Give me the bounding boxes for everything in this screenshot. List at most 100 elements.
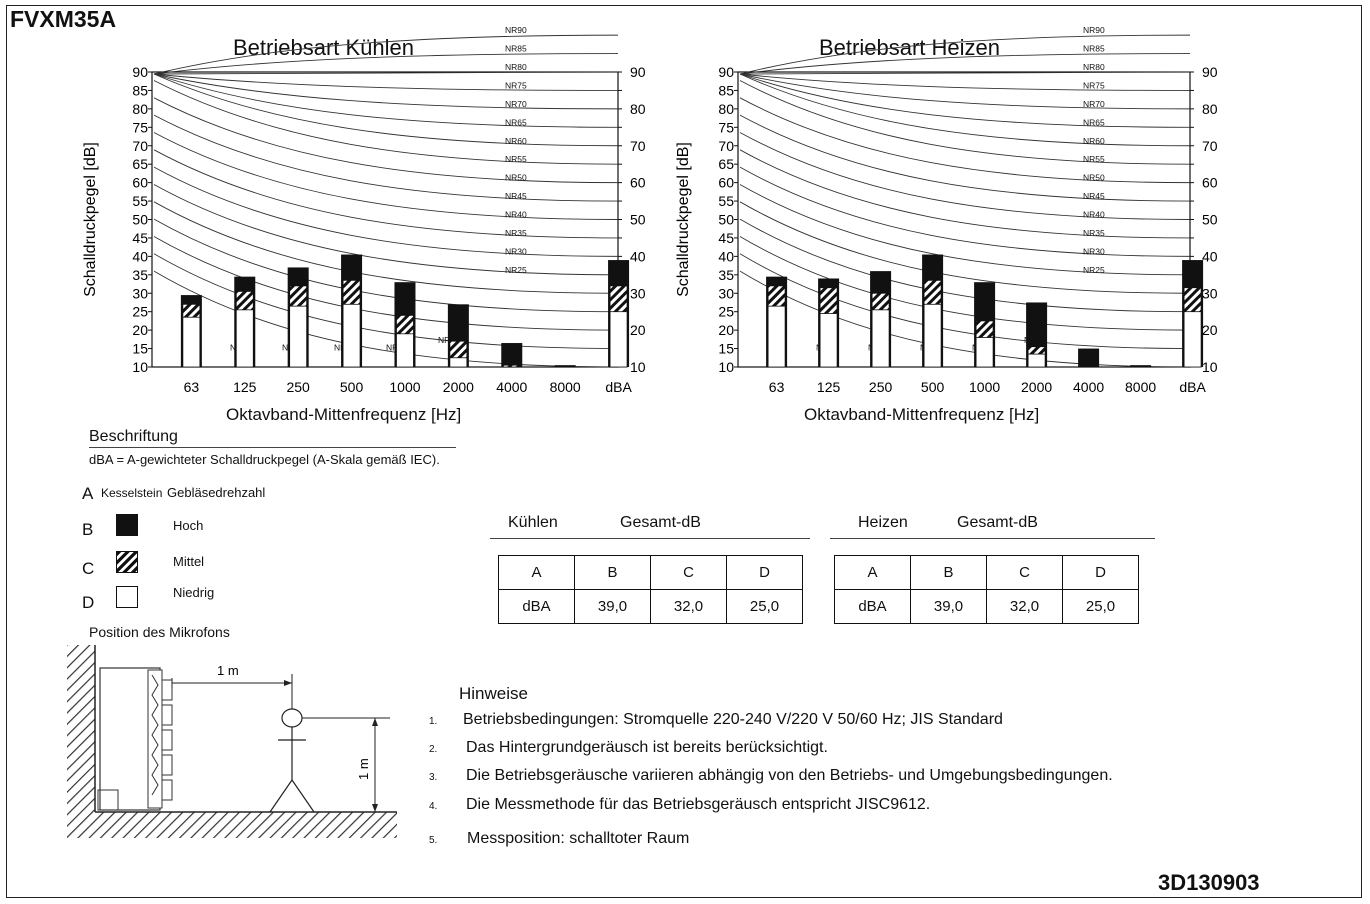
table-header-cell: A: [834, 555, 911, 590]
nr-curve-label: NR65: [505, 117, 527, 127]
legend-letter-a: A: [82, 484, 94, 503]
bar-high: [501, 343, 523, 367]
y-tick-label-right: 70: [630, 138, 646, 154]
bar-low: [1183, 311, 1202, 368]
y-tick-label: 15: [718, 341, 734, 357]
legend-a-col2: Gebläsedrehzahl: [167, 485, 266, 500]
table-heating: A B C D dBA 39,0 32,0 25,0: [834, 555, 1139, 624]
table-cell: 32,0: [650, 589, 727, 624]
nr-curve: [153, 73, 619, 128]
y-tick-label: 45: [718, 230, 734, 246]
table-heating-mode: Heizen: [858, 514, 908, 531]
y-tick-label-right: 90: [630, 64, 646, 80]
x-tick-label: dBA: [605, 379, 632, 395]
note-text: Betriebsbedingungen: Stromquelle 220-240…: [463, 711, 1003, 728]
nr-curve-label: NR85: [1083, 44, 1105, 54]
bar-low: [923, 303, 942, 368]
y-tick-label-right: 80: [630, 101, 646, 117]
table-header-cell: A: [498, 555, 575, 590]
nr-curve-label: NR55: [505, 154, 527, 164]
nr-curve: [153, 218, 619, 313]
y-tick-label-right: 10: [1202, 359, 1218, 375]
table-cell: dBA: [498, 589, 575, 624]
nr-curve: [739, 73, 1191, 110]
legend-letter-b: B: [82, 520, 94, 539]
y-tick-label: 55: [718, 193, 734, 209]
table-header-cell: B: [574, 555, 651, 590]
x-tick-label: 8000: [550, 379, 581, 395]
y-tick-label: 10: [132, 359, 148, 375]
y-tick-label-right: 90: [1202, 64, 1218, 80]
y-tick-label: 20: [718, 322, 734, 338]
legend-swatch-high: [116, 514, 138, 536]
bar-medium: [502, 364, 521, 368]
nr-curve: [739, 184, 1191, 276]
y-tick-label-right: 30: [1202, 285, 1218, 301]
wall-hatch: [67, 645, 95, 835]
nr-curve: [739, 34, 1191, 75]
nr-curve-label: NR30: [505, 246, 527, 256]
legend-letter-d: D: [82, 593, 95, 612]
dim-vertical-label: 1 m: [356, 758, 371, 780]
bar-low: [235, 309, 254, 368]
y-tick-label-right: 10: [630, 359, 646, 375]
nr-curve-label: NR40: [1083, 210, 1105, 220]
table-heating-rule: [830, 538, 1155, 539]
note-number: 4.: [429, 801, 438, 812]
y-tick-label: 10: [718, 359, 734, 375]
y-tick-label: 30: [132, 285, 148, 301]
y-tick-label: 25: [718, 304, 734, 320]
person-icon: [269, 708, 315, 813]
nr-curve: [739, 201, 1191, 294]
nr-curve-label: NR65: [1083, 117, 1105, 127]
legend-swatch-medium: [116, 551, 138, 573]
nr-curve-label: NR40: [505, 210, 527, 220]
table-cooling-mode: Kühlen: [508, 514, 558, 531]
legend-a-col1: Kesselstein: [101, 486, 163, 500]
table-cooling: A B C D dBA 39,0 32,0 25,0: [498, 555, 803, 624]
nr-curve: [739, 132, 1191, 220]
y-axis-label: Schalldruckpegel [dB]: [675, 142, 692, 297]
note-text: Die Betriebsgeräusche variieren abhängig…: [466, 767, 1113, 784]
nr-curve: [153, 73, 619, 91]
y-tick-label: 60: [132, 175, 148, 191]
plot-frame: [151, 71, 619, 368]
nr-curve-label: NR70: [505, 99, 527, 109]
y-tick-label: 40: [132, 248, 148, 264]
nr-curve-label: NR90: [505, 25, 527, 35]
nr-curve: [153, 149, 619, 239]
nr-curve: [153, 73, 619, 110]
x-tick-label: 250: [286, 379, 310, 395]
nr-curve: [153, 236, 619, 331]
table-cell: 39,0: [910, 589, 987, 624]
nr-curve: [153, 114, 619, 202]
nr-curve-label: NR80: [505, 62, 527, 72]
table-row: dBA 39,0 32,0 25,0: [834, 589, 1139, 624]
x-tick-label: 2000: [1021, 379, 1052, 395]
note-number: 2.: [429, 744, 438, 755]
dim-horizontal-label: 1 m: [217, 663, 239, 678]
y-tick-label-right: 50: [1202, 212, 1218, 228]
x-tick-label: 2000: [443, 379, 474, 395]
y-tick-label: 85: [718, 82, 734, 98]
table-cell: 25,0: [726, 589, 803, 624]
y-tick-label: 50: [718, 212, 734, 228]
noise-charts-canvas: NR0NR5NR10NR15NR20NR25NR30NR35NR40NR45NR…: [82, 25, 1218, 395]
bar-low: [342, 303, 361, 368]
nr-curve: [739, 80, 1191, 165]
bar-low: [871, 309, 890, 368]
y-tick-label-right: 30: [630, 285, 646, 301]
y-tick-label-right: 40: [1202, 248, 1218, 264]
legend-divider: [89, 447, 456, 448]
legend-label-low: Niedrig: [173, 585, 215, 600]
nr-curve: [739, 218, 1191, 313]
y-tick-label-right: 20: [1202, 322, 1218, 338]
bar-high: [1078, 348, 1100, 367]
nr-curve: [739, 149, 1191, 239]
nr-curve: [153, 97, 619, 184]
nr-curve-label: NR35: [505, 228, 527, 238]
nr-curve-label: NR85: [505, 44, 527, 54]
x-tick-label: 250: [869, 379, 893, 395]
chart-title-cooling: Betriebsart Kühlen: [233, 35, 414, 60]
y-axis-label: Schalldruckpegel [dB]: [82, 142, 99, 297]
